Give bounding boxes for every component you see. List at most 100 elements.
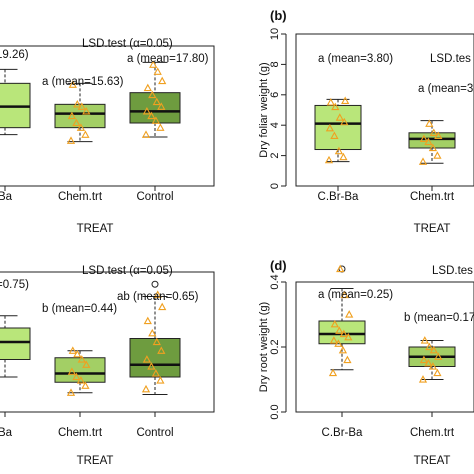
- x-category-label: Ba: [0, 191, 13, 203]
- group-mean-label: b (mean=0.17): [404, 312, 474, 324]
- box-c-br-ba: [0, 68, 31, 136]
- data-point: [334, 146, 344, 155]
- x-category-label: C.Br-Ba: [322, 427, 364, 439]
- data-point: [329, 336, 339, 344]
- data-point: [153, 290, 162, 298]
- x-category-label: Chem.trt: [58, 191, 103, 203]
- data-point: [142, 355, 152, 363]
- data-point: [141, 130, 151, 138]
- panel-3: LSD.test (α=0.05) =0.75) Ba b (mean=0.44) Ch…: [0, 265, 215, 467]
- data-point: [66, 136, 76, 144]
- data-point: [147, 362, 156, 370]
- data-point: [156, 376, 165, 384]
- data-point: [434, 352, 443, 360]
- x-axis-label: TREAT: [414, 455, 451, 467]
- y-tick-label: 0: [269, 183, 281, 189]
- data-point: [158, 76, 167, 85]
- data-point: [157, 102, 166, 110]
- data-point: [143, 83, 152, 92]
- data-point: [81, 381, 90, 389]
- data-point: [72, 118, 81, 127]
- data-point: [142, 106, 152, 115]
- panel-2: 0 2 4 6 8 10 Dry foliar weight (g) (b) LSD.tes a …: [258, 8, 474, 235]
- data-point: [141, 384, 151, 393]
- data-point: [68, 80, 77, 88]
- data-point: [343, 355, 352, 364]
- data-point: [151, 116, 161, 124]
- x-axis-label: TREAT: [414, 223, 451, 235]
- data-point: [340, 117, 349, 126]
- group-mean-label: ab (mean=0.65): [117, 291, 199, 303]
- y-tick-label: 4: [269, 122, 281, 128]
- group-mean-label: a (mean=3.04): [418, 83, 474, 95]
- data-point: [345, 310, 354, 318]
- x-axis-label: TREAT: [77, 455, 114, 467]
- data-point: [67, 111, 77, 120]
- data-point: [420, 336, 429, 344]
- y-tick-label: 0.0: [269, 404, 281, 419]
- group-mean-label: 19.26): [0, 49, 29, 61]
- data-point: [330, 131, 339, 139]
- y-tick-label: 2: [269, 153, 281, 159]
- data-point: [152, 337, 161, 346]
- data-point: [151, 369, 161, 377]
- data-point: [158, 302, 167, 311]
- x-category-label: C.Br-Ba: [318, 191, 360, 203]
- y-tick-label: 6: [269, 92, 281, 98]
- data-point: [418, 157, 428, 165]
- plot-frame: [295, 281, 474, 413]
- data-point: [433, 151, 442, 159]
- plot-frame: [0, 45, 215, 187]
- y-tick-label: 0.2: [269, 339, 281, 354]
- data-point: [76, 376, 86, 384]
- y-axis-label: Dry root weight (g): [258, 302, 270, 392]
- panel-tag: (d): [270, 258, 287, 273]
- data-point: [418, 375, 428, 383]
- data-point: [325, 123, 335, 132]
- x-category-label: Chem.trt: [410, 191, 455, 203]
- box-chem-trt: [54, 346, 106, 396]
- y-tick-label: 0.4: [269, 274, 281, 289]
- lsd-test-label: LSD.test (α=0.05): [82, 265, 173, 277]
- group-mean-label: b (mean=0.44): [42, 303, 117, 315]
- plot-frame: [0, 271, 215, 413]
- group-mean-label: =0.75): [0, 279, 29, 291]
- data-point: [425, 342, 434, 351]
- y-tick-label: 10: [269, 28, 281, 40]
- outlier-point: [151, 280, 159, 288]
- box-iqr: [54, 103, 106, 129]
- data-point: [433, 368, 442, 377]
- box-iqr: [0, 327, 31, 360]
- box-chem-trt: [54, 80, 106, 144]
- box-c-br-ba: [0, 315, 31, 378]
- data-point: [419, 355, 429, 364]
- data-point: [331, 102, 340, 111]
- box-c-br-ba: [314, 96, 362, 164]
- data-point: [77, 355, 86, 363]
- data-point: [336, 264, 345, 273]
- panel-1: LSD.test (α=0.05) 19.26) Ba a (mean=15.63) C…: [0, 38, 215, 235]
- plot-frame: [295, 33, 474, 187]
- data-point: [152, 97, 161, 106]
- lsd-test-label: LSD.test (α=0.05): [82, 38, 173, 50]
- x-category-label: Chem.trt: [58, 427, 103, 439]
- box-control: [129, 60, 181, 138]
- data-point: [76, 123, 86, 131]
- data-point: [340, 290, 349, 299]
- data-point: [330, 319, 339, 328]
- data-point: [148, 328, 157, 337]
- data-point: [147, 111, 156, 120]
- data-point: [335, 326, 344, 334]
- group-mean-label: a (mean=3.80): [318, 53, 393, 65]
- data-point: [425, 119, 434, 127]
- data-point: [326, 98, 335, 106]
- data-point: [82, 360, 91, 368]
- panel-tag: (b): [270, 8, 287, 23]
- data-point: [428, 143, 438, 152]
- data-point: [153, 67, 162, 75]
- data-point: [82, 106, 91, 115]
- data-point: [149, 60, 158, 68]
- x-category-label: Control: [136, 427, 173, 439]
- data-point: [341, 96, 350, 105]
